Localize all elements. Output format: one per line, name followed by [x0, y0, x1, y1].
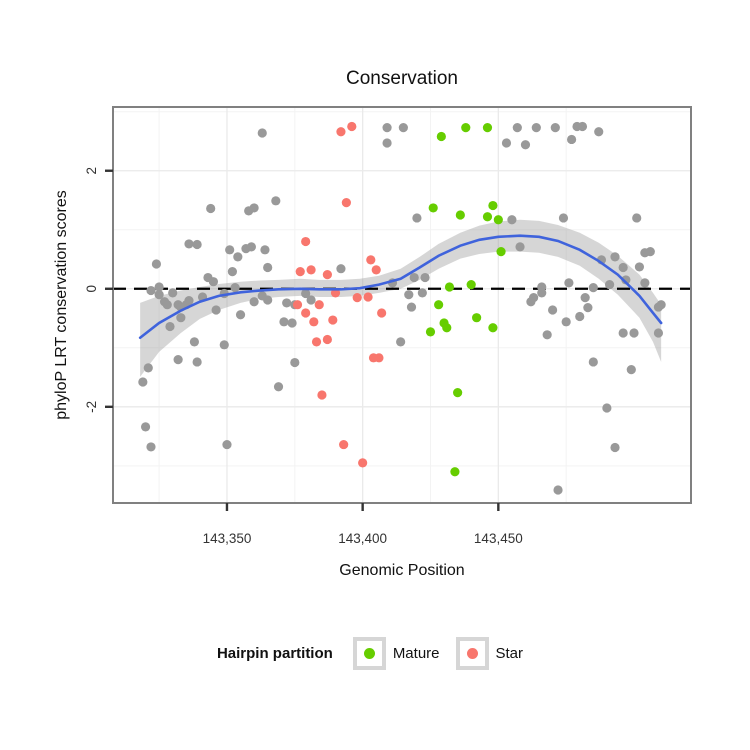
svg-text:-2: -2 — [84, 401, 99, 413]
svg-text:143,350: 143,350 — [203, 531, 252, 546]
legend-title: Hairpin partition — [216, 645, 333, 662]
legend-item-mature: Mature — [352, 637, 450, 670]
svg-text:143,450: 143,450 — [474, 531, 523, 546]
mature-point-icon — [363, 648, 375, 659]
legend-label-mature: Mature — [392, 645, 440, 662]
legend-item-star: Star — [455, 637, 534, 670]
legend-key-mature — [352, 637, 386, 670]
legend: Hairpin partition Mature Star — [0, 637, 750, 670]
svg-text:0: 0 — [84, 285, 99, 293]
legend-label-star: Star — [495, 645, 524, 662]
svg-text:143,400: 143,400 — [338, 531, 387, 546]
star-point-icon — [466, 648, 478, 659]
plot-title: Conservation — [346, 68, 458, 89]
svg-text:2: 2 — [84, 167, 99, 175]
x-axis-title: Genomic Position — [339, 562, 465, 579]
legend-key-star — [455, 637, 489, 670]
